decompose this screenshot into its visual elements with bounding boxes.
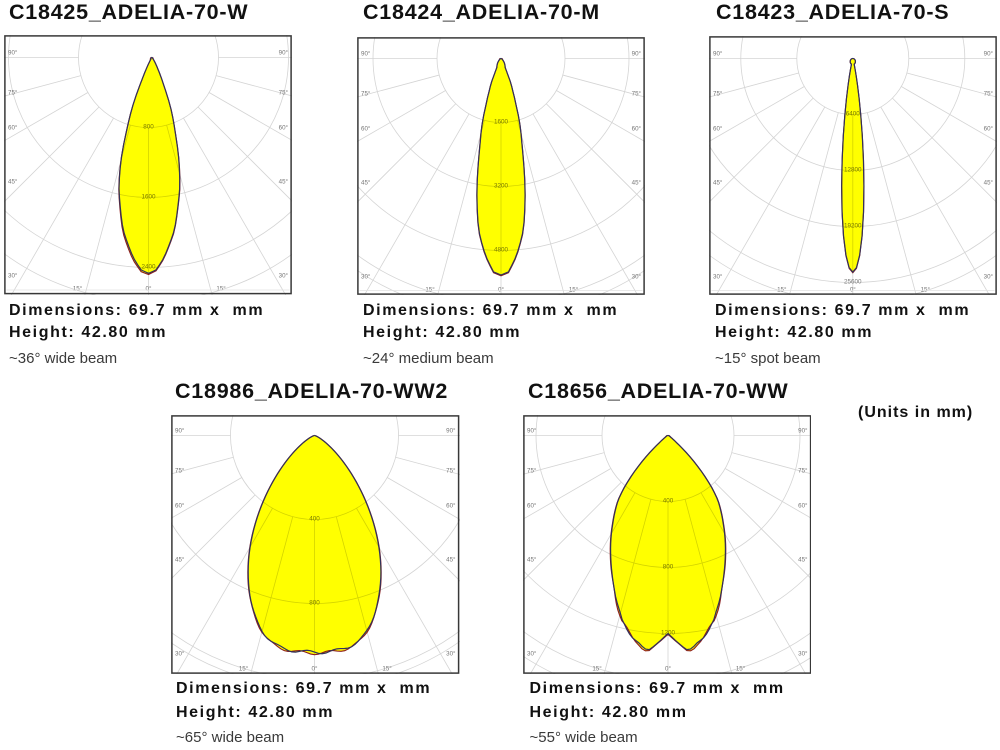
svg-text:15°: 15° [592,666,602,673]
svg-text:60°: 60° [713,126,723,133]
svg-text:90°: 90° [279,50,289,57]
svg-text:60°: 60° [527,503,537,510]
svg-text:75°: 75° [446,468,456,475]
svg-text:15°: 15° [239,666,249,673]
svg-text:30°: 30° [175,651,185,658]
svg-text:30°: 30° [984,274,994,281]
svg-text:30°: 30° [8,273,18,280]
svg-text:75°: 75° [527,468,537,475]
svg-text:75°: 75° [631,90,641,97]
svg-text:75°: 75° [713,91,723,98]
svg-text:15°: 15° [216,286,226,293]
svg-text:75°: 75° [798,468,808,475]
svg-text:0°: 0° [498,286,504,293]
svg-text:0°: 0° [146,286,152,293]
svg-text:0°: 0° [665,666,671,673]
svg-text:30°: 30° [631,273,641,280]
svg-text:60°: 60° [446,503,456,510]
svg-text:60°: 60° [175,503,185,510]
svg-text:75°: 75° [175,468,185,475]
svg-text:45°: 45° [713,180,723,187]
svg-text:90°: 90° [631,50,641,57]
svg-text:15°: 15° [425,286,435,293]
svg-text:60°: 60° [361,125,371,132]
svg-text:30°: 30° [361,273,371,280]
svg-text:30°: 30° [798,651,808,658]
svg-text:45°: 45° [798,557,808,564]
svg-text:75°: 75° [279,90,289,97]
svg-text:45°: 45° [446,557,456,564]
svg-text:45°: 45° [527,557,537,564]
svg-text:30°: 30° [446,651,456,658]
svg-text:90°: 90° [361,50,371,57]
svg-text:75°: 75° [8,90,18,97]
svg-text:90°: 90° [8,50,18,57]
svg-text:90°: 90° [713,51,723,58]
svg-text:15°: 15° [568,286,578,293]
svg-text:90°: 90° [984,51,994,58]
svg-text:30°: 30° [279,273,289,280]
svg-text:45°: 45° [8,179,18,186]
svg-text:60°: 60° [279,125,289,132]
svg-text:15°: 15° [73,286,83,293]
svg-text:90°: 90° [798,428,808,435]
svg-text:90°: 90° [527,428,537,435]
svg-text:25600: 25600 [844,279,862,286]
svg-text:45°: 45° [984,180,994,187]
svg-text:0°: 0° [312,666,318,673]
svg-text:15°: 15° [921,287,931,294]
svg-text:45°: 45° [279,179,289,186]
svg-text:60°: 60° [631,125,641,132]
svg-text:60°: 60° [798,503,808,510]
svg-text:60°: 60° [8,125,18,132]
svg-text:90°: 90° [175,428,185,435]
svg-text:45°: 45° [361,179,371,186]
svg-text:45°: 45° [631,179,641,186]
svg-text:30°: 30° [527,651,537,658]
svg-text:60°: 60° [984,126,994,133]
svg-text:15°: 15° [735,666,745,673]
svg-text:0°: 0° [850,287,856,294]
svg-text:30°: 30° [713,274,723,281]
svg-text:75°: 75° [984,91,994,98]
svg-text:15°: 15° [382,666,392,673]
svg-text:45°: 45° [175,557,185,564]
svg-text:90°: 90° [446,428,456,435]
svg-text:75°: 75° [361,90,371,97]
svg-text:15°: 15° [777,287,787,294]
